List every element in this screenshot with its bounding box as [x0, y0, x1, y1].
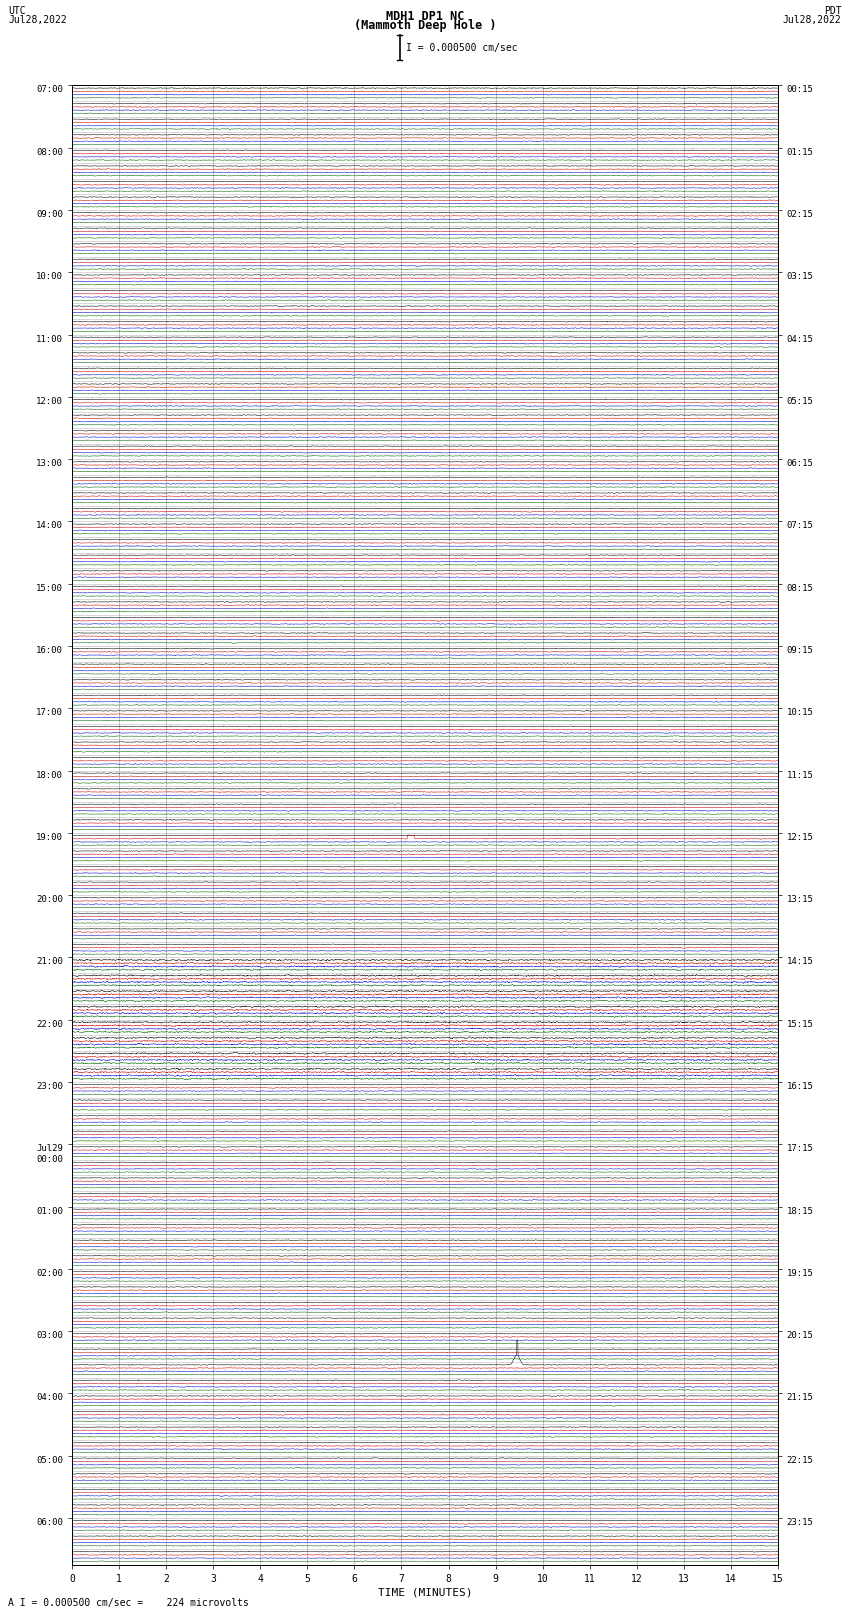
Text: I = 0.000500 cm/sec: I = 0.000500 cm/sec	[406, 42, 518, 53]
Text: (Mammoth Deep Hole ): (Mammoth Deep Hole )	[354, 19, 496, 32]
Text: Jul28,2022: Jul28,2022	[783, 15, 842, 24]
Text: A I = 0.000500 cm/sec =    224 microvolts: A I = 0.000500 cm/sec = 224 microvolts	[8, 1598, 249, 1608]
X-axis label: TIME (MINUTES): TIME (MINUTES)	[377, 1587, 473, 1598]
Text: MDH1 DP1 NC: MDH1 DP1 NC	[386, 11, 464, 24]
Text: Jul28,2022: Jul28,2022	[8, 15, 67, 24]
Text: UTC: UTC	[8, 6, 26, 16]
Text: PDT: PDT	[824, 6, 842, 16]
